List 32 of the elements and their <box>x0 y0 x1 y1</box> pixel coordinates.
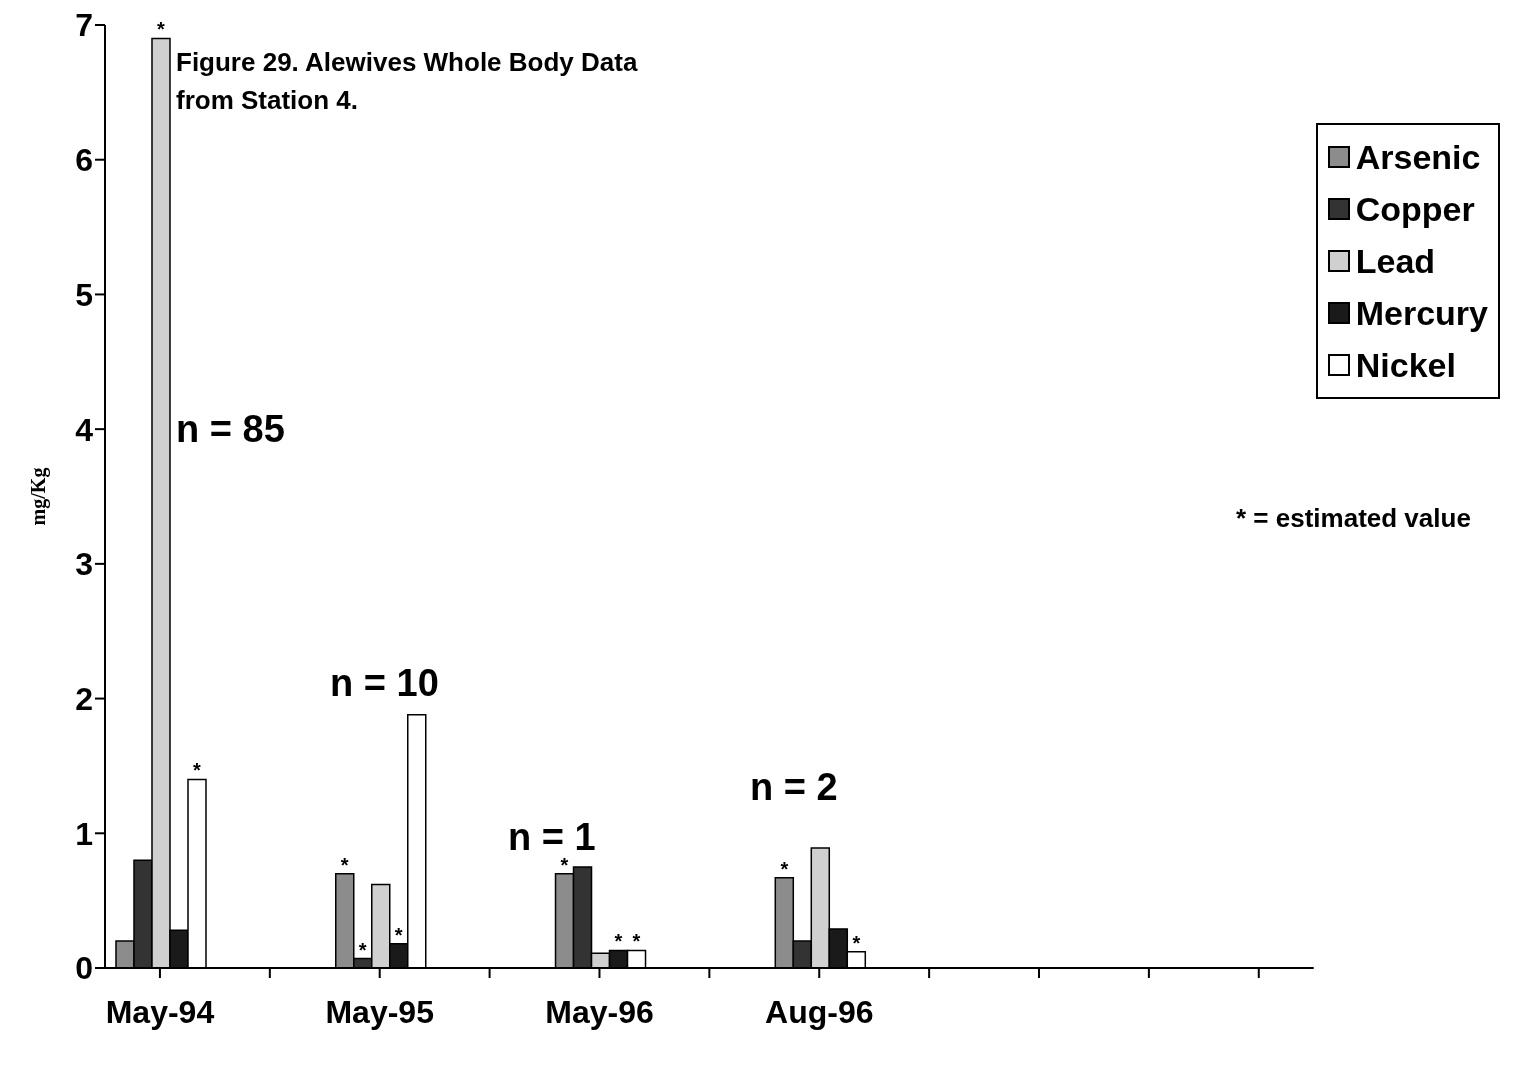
data-label: * <box>157 18 166 41</box>
data-label: * <box>394 923 403 946</box>
legend-label: Nickel <box>1355 345 1456 386</box>
x-tick-label: Aug-96 <box>765 993 874 1030</box>
data-label: * <box>358 938 367 961</box>
annotation: * = estimated value <box>1236 503 1471 534</box>
text: Figure 29. Alewives Whole Body Data from Station 4. <box>176 46 639 117</box>
data-label: * <box>614 930 623 953</box>
data-label: * <box>193 759 202 782</box>
data-label: * <box>852 931 861 954</box>
legend-label: Arsenic <box>1355 137 1481 178</box>
legend-label: Lead <box>1355 241 1436 282</box>
x-tick-label: May-95 <box>325 993 434 1030</box>
legend-label: Copper <box>1355 189 1475 230</box>
data-label: * <box>340 853 349 876</box>
y-tick-label: 4 <box>75 411 94 448</box>
annotation: n = 2 <box>750 766 838 809</box>
data-label: * <box>632 930 641 953</box>
y-tick-label: 5 <box>75 276 93 313</box>
y-tick-label: 2 <box>75 680 93 717</box>
y-tick-label: 7 <box>75 7 93 44</box>
annotation: n = 10 <box>330 662 439 705</box>
y-axis-title: mg/Kg <box>27 467 51 526</box>
y-tick-label: 0 <box>75 950 93 987</box>
x-tick-label: May-94 <box>105 993 215 1030</box>
x-tick-label: May-96 <box>545 993 654 1030</box>
y-tick-label: 6 <box>75 142 93 179</box>
y-tick-label: 1 <box>75 815 93 852</box>
y-tick-label: 3 <box>75 546 93 583</box>
legend-label: Mercury <box>1355 293 1488 334</box>
annotation: n = 85 <box>176 408 285 451</box>
data-label: * <box>780 857 789 880</box>
